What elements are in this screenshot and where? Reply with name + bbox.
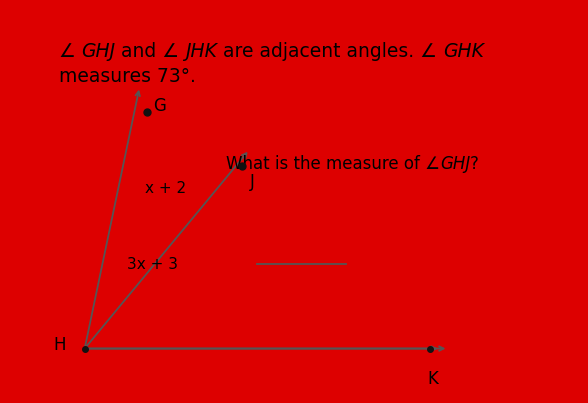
Text: K: K — [427, 370, 438, 388]
Text: ∠: ∠ — [59, 42, 81, 61]
Text: H: H — [54, 336, 66, 354]
Text: J: J — [249, 173, 255, 191]
Text: G: G — [153, 98, 166, 115]
Text: GHJ: GHJ — [440, 155, 470, 173]
Text: 3x + 3: 3x + 3 — [126, 257, 178, 272]
Text: JHK: JHK — [185, 42, 217, 61]
Text: What is the measure of ∠: What is the measure of ∠ — [226, 155, 440, 173]
Text: and ∠: and ∠ — [115, 42, 185, 61]
Text: GHK: GHK — [443, 42, 484, 61]
Text: are adjacent angles. ∠: are adjacent angles. ∠ — [217, 42, 443, 61]
Text: ?: ? — [470, 155, 479, 173]
Text: x + 2: x + 2 — [145, 181, 186, 196]
Text: GHJ: GHJ — [81, 42, 115, 61]
Text: measures 73°.: measures 73°. — [59, 67, 195, 86]
